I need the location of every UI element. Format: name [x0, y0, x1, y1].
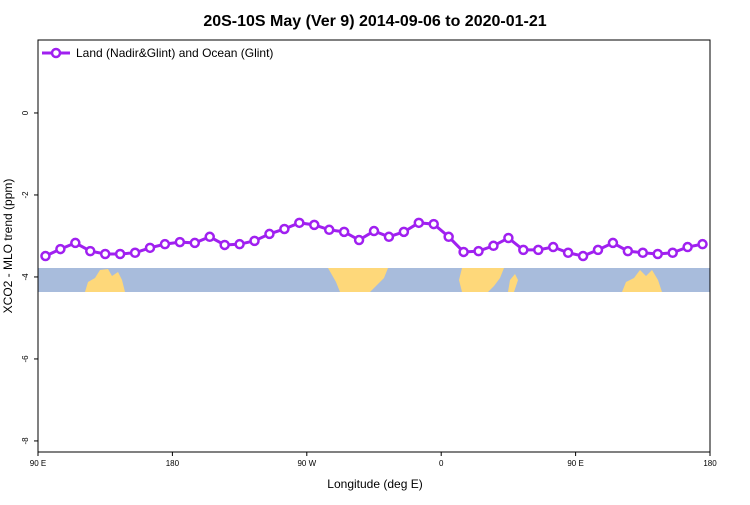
y-axis-label: XCO2 - MLO trend (ppm) [1, 179, 15, 314]
y-tick-label: -8 [21, 437, 30, 445]
data-point [577, 250, 589, 262]
chart-title: 20S-10S May (Ver 9) 2014-09-06 to 2020-0… [203, 13, 546, 30]
data-point [533, 244, 544, 256]
data-point [413, 217, 425, 229]
x-tick-label: 180 [703, 459, 717, 468]
data-point [607, 237, 619, 249]
data-point [547, 241, 559, 253]
x-tick-label: 180 [166, 459, 180, 468]
plot-frame [37, 39, 711, 453]
x-tick-label: 90 E [30, 459, 46, 468]
data-point [443, 231, 454, 243]
x-axis-label: Longitude (deg E) [327, 477, 422, 491]
legend-label: Land (Nadir&Glint) and Ocean (Glint) [76, 46, 273, 60]
data-point [279, 223, 290, 235]
x-tick-label: 90 E [567, 459, 583, 468]
data-point [398, 226, 410, 238]
data-point [174, 236, 186, 248]
data-point [368, 225, 380, 237]
data-point [458, 246, 469, 258]
data-point [428, 218, 439, 230]
data-point [637, 247, 649, 259]
data-point [189, 237, 201, 249]
data-point [473, 245, 484, 257]
legend-marker [50, 47, 62, 59]
x-tick-label: 0 [439, 459, 444, 468]
data-point [518, 244, 529, 256]
data-point [294, 217, 305, 229]
y-tick-label: -2 [21, 191, 30, 199]
data-point [309, 219, 320, 231]
data-point [85, 245, 96, 257]
data-point [488, 240, 499, 252]
data-point [697, 238, 708, 250]
data-point [204, 231, 215, 243]
y-tick-label: -6 [21, 355, 30, 363]
data-point [562, 247, 574, 259]
y-tick-label: 0 [21, 110, 30, 115]
data-point [503, 232, 514, 244]
data-point [144, 242, 156, 254]
data-point [383, 231, 395, 243]
data-point [249, 235, 260, 247]
data-point [114, 248, 126, 260]
x-tick-label: 90 W [297, 459, 316, 468]
data-point [159, 238, 171, 250]
map-strip [38, 268, 710, 292]
data-point [622, 245, 634, 257]
data-point [652, 248, 663, 260]
data-point [264, 228, 275, 240]
data-point [592, 244, 604, 256]
data-point [70, 237, 81, 249]
data-point [234, 238, 245, 250]
data-point [323, 224, 335, 236]
data-point [338, 226, 350, 238]
data-point [353, 234, 365, 246]
data-point [682, 241, 693, 253]
data-point [219, 239, 230, 251]
data-point [40, 250, 51, 262]
data-point [55, 243, 66, 255]
y-tick-label: -4 [21, 273, 30, 281]
data-point [667, 247, 678, 259]
data-point [129, 247, 141, 259]
data-point [99, 248, 111, 260]
